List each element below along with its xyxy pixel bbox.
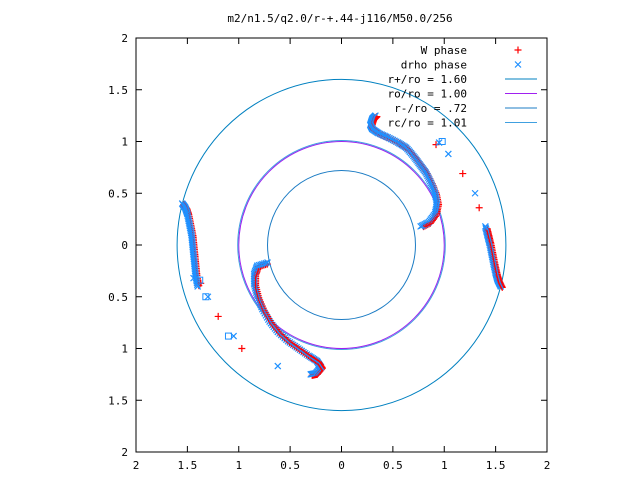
x-tick-label: 1.5 — [486, 459, 506, 472]
x-tick-label: 0 — [338, 459, 345, 472]
drho-phase-square — [202, 293, 210, 301]
w-phase-point — [459, 170, 467, 178]
drho-phase-point — [482, 224, 490, 232]
legend-label: W phase — [421, 44, 467, 57]
chart-title: m2/n1.5/q2.0/r-+.44-j116/M50.0/256 — [227, 12, 452, 25]
drho-phase-point — [264, 259, 271, 267]
x-tick-label: 1 — [235, 459, 242, 472]
series-circle — [238, 141, 445, 349]
data-points — [178, 46, 522, 379]
y-tick-label: 0.5 — [108, 187, 128, 200]
x-tick-label: 0.5 — [280, 459, 300, 472]
x-tick-label: 1.5 — [177, 459, 197, 472]
legend-label: r-/ro = .72 — [394, 102, 467, 115]
drho-phase-point — [194, 282, 202, 290]
y-tick-label: 2 — [121, 446, 128, 459]
y-tick-label: 1.5 — [108, 394, 128, 407]
legend-label: r+/ro = 1.60 — [388, 73, 467, 86]
series-circle — [237, 139, 446, 351]
y-tick-label: 0 — [121, 239, 128, 252]
y-tick-label: 1 — [121, 136, 128, 149]
legend-label: drho phase — [401, 59, 467, 72]
drho-phase-point — [204, 293, 212, 301]
w-phase-point — [238, 345, 246, 352]
x-tick-label: 1 — [441, 459, 448, 472]
reference-circles — [176, 78, 507, 412]
y-tick-label: 0.5 — [108, 291, 128, 304]
drho-phase-point — [471, 189, 479, 197]
legend-label: ro/ro = 1.00 — [388, 88, 467, 101]
drho-phase-square — [224, 332, 232, 340]
y-tick-label: 1.5 — [108, 84, 128, 97]
drho-phase-point — [444, 150, 452, 158]
x-tick-label: 0.5 — [383, 459, 403, 472]
plot-frame — [135, 37, 548, 453]
drho-phase-square — [196, 276, 204, 284]
drho-phase-point — [193, 281, 201, 289]
drho-phase-point — [274, 362, 282, 370]
y-tick-label: 1 — [121, 343, 128, 356]
y-tick-label: 2 — [121, 32, 128, 45]
legend-label: rc/ro = 1.01 — [388, 117, 467, 130]
x-tick-label: 2 — [133, 459, 140, 472]
w-phase-point — [432, 141, 440, 149]
drho-phase-point — [262, 259, 270, 267]
x-tick-label: 2 — [544, 459, 551, 472]
w-phase-point — [514, 46, 522, 54]
w-phase-point — [214, 312, 222, 320]
drho-phase-point — [514, 61, 522, 68]
drho-phase-point — [481, 222, 489, 230]
series-circle — [176, 78, 507, 412]
w-phase-point — [475, 204, 483, 212]
drho-phase-square — [438, 138, 446, 145]
drho-phase-point — [417, 222, 425, 230]
axis-ticks: 2 1.5 1 0.5 0 0.5 1 1.5 221.510.500.511.52 — [108, 32, 550, 472]
drho-phase-point — [190, 274, 197, 282]
series-circle — [267, 169, 416, 321]
